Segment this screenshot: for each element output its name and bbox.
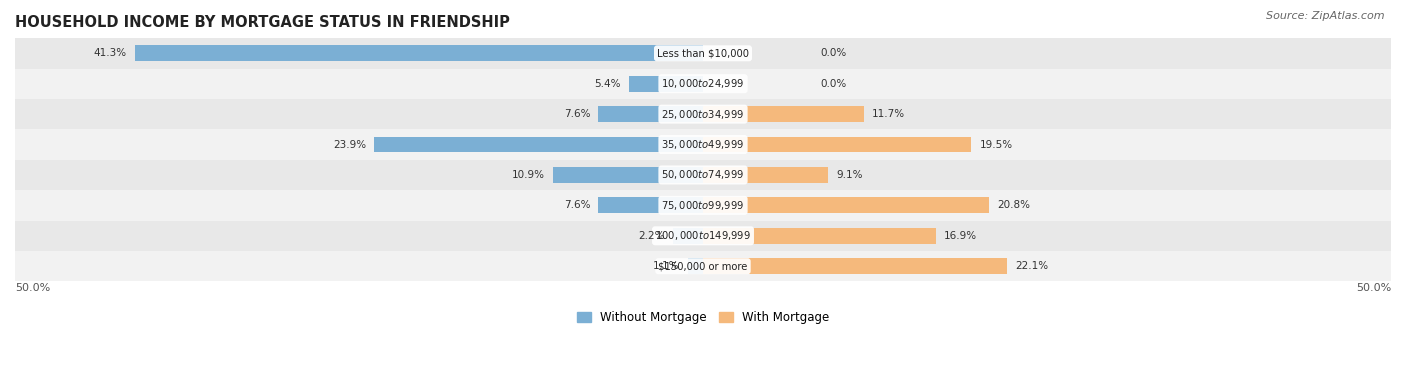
Text: $25,000 to $34,999: $25,000 to $34,999	[661, 108, 745, 121]
Text: $35,000 to $49,999: $35,000 to $49,999	[661, 138, 745, 151]
Text: Less than $10,000: Less than $10,000	[657, 48, 749, 58]
Bar	[553, 167, 703, 183]
Text: 23.9%: 23.9%	[333, 139, 366, 150]
Text: 1.1%: 1.1%	[654, 261, 679, 271]
Text: 0.0%: 0.0%	[820, 79, 846, 89]
Legend: Without Mortgage, With Mortgage: Without Mortgage, With Mortgage	[572, 307, 834, 329]
Text: 9.1%: 9.1%	[837, 170, 863, 180]
Bar	[703, 106, 865, 122]
Bar	[688, 258, 703, 274]
Bar	[672, 228, 703, 244]
Bar	[15, 38, 1391, 69]
Text: 10.9%: 10.9%	[512, 170, 544, 180]
Text: 50.0%: 50.0%	[1355, 283, 1391, 293]
Bar	[703, 167, 828, 183]
Text: 16.9%: 16.9%	[943, 231, 977, 241]
Bar	[15, 251, 1391, 281]
Text: 0.0%: 0.0%	[820, 48, 846, 58]
Text: Source: ZipAtlas.com: Source: ZipAtlas.com	[1267, 11, 1385, 21]
Bar	[703, 198, 990, 213]
Text: $10,000 to $24,999: $10,000 to $24,999	[661, 77, 745, 90]
Bar	[374, 136, 703, 152]
Bar	[15, 190, 1391, 221]
Text: 7.6%: 7.6%	[564, 109, 591, 119]
Bar	[135, 45, 703, 61]
Text: 50.0%: 50.0%	[15, 283, 51, 293]
Text: 7.6%: 7.6%	[564, 201, 591, 210]
Text: 2.2%: 2.2%	[638, 231, 665, 241]
Text: 41.3%: 41.3%	[93, 48, 127, 58]
Text: HOUSEHOLD INCOME BY MORTGAGE STATUS IN FRIENDSHIP: HOUSEHOLD INCOME BY MORTGAGE STATUS IN F…	[15, 15, 510, 30]
Text: $50,000 to $74,999: $50,000 to $74,999	[661, 169, 745, 181]
Bar	[703, 136, 972, 152]
Bar	[703, 258, 1007, 274]
Bar	[15, 99, 1391, 129]
Text: 19.5%: 19.5%	[980, 139, 1012, 150]
Bar	[15, 129, 1391, 160]
Bar	[628, 76, 703, 92]
Bar	[599, 106, 703, 122]
Bar	[15, 160, 1391, 190]
Bar	[15, 221, 1391, 251]
Text: 5.4%: 5.4%	[593, 79, 620, 89]
Bar	[15, 69, 1391, 99]
Text: 20.8%: 20.8%	[997, 201, 1031, 210]
Bar	[599, 198, 703, 213]
Text: $100,000 to $149,999: $100,000 to $149,999	[655, 229, 751, 242]
Text: 22.1%: 22.1%	[1015, 261, 1049, 271]
Text: $150,000 or more: $150,000 or more	[658, 261, 748, 271]
Text: 11.7%: 11.7%	[872, 109, 905, 119]
Bar	[703, 228, 935, 244]
Text: $75,000 to $99,999: $75,000 to $99,999	[661, 199, 745, 212]
